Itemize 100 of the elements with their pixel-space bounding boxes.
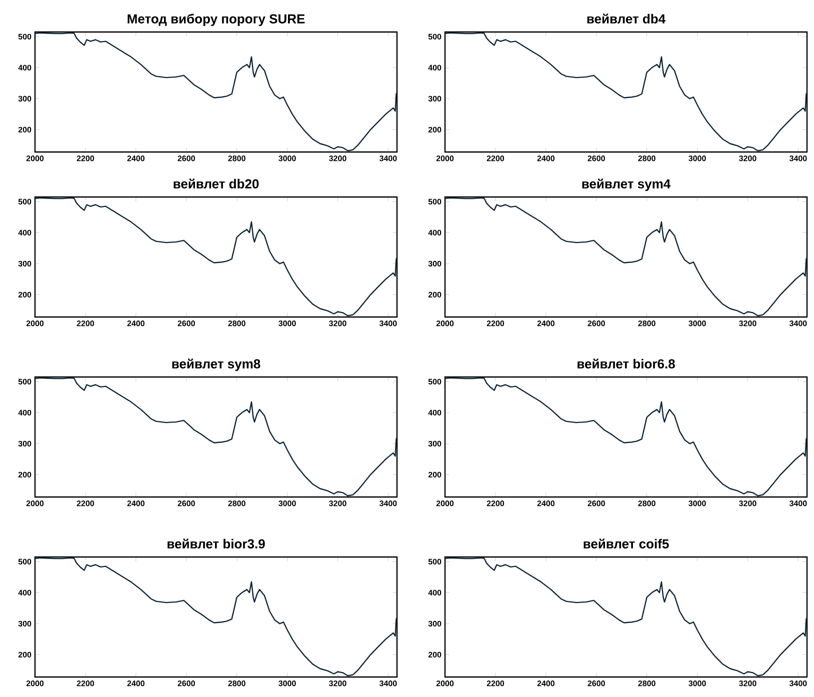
y-tick-label: 400 (428, 590, 442, 596)
y-tick-label: 200 (18, 292, 32, 298)
y-tick-label: 400 (18, 410, 32, 416)
x-tick-label: 3200 (739, 156, 756, 162)
x-tick-label: 2200 (76, 320, 94, 326)
x-tick-label: 2000 (26, 320, 44, 326)
x-tick-label: 3000 (278, 500, 296, 506)
x-tick-label: 2200 (486, 156, 504, 162)
y-tick-label: 500 (18, 558, 32, 564)
y-tick-label: 200 (18, 652, 32, 658)
x-tick-label: 2600 (588, 500, 605, 506)
x-tick-label: 2400 (537, 680, 554, 686)
x-tick-label: 3400 (789, 320, 807, 326)
x-tick-label: 3000 (688, 680, 706, 686)
x-tick-label: 2000 (436, 156, 454, 162)
x-tick-label: 3200 (329, 156, 346, 162)
chart-title: вейвлет db20 (174, 178, 259, 188)
x-tick-label: 2200 (486, 320, 504, 326)
y-tick-label: 200 (18, 126, 32, 132)
x-tick-label: 3000 (278, 156, 296, 162)
y-tick-label: 200 (428, 652, 442, 658)
x-tick-label: 2000 (436, 500, 454, 506)
x-tick-label: 2200 (486, 680, 504, 686)
x-tick-label: 2600 (178, 680, 195, 686)
x-tick-label: 3400 (789, 680, 807, 686)
x-tick-label: 2000 (436, 320, 454, 326)
y-tick-label: 400 (18, 230, 32, 236)
chart-title: вейвлет sym4 (582, 178, 671, 192)
y-tick-label: 400 (428, 64, 442, 70)
x-tick-label: 3400 (789, 156, 807, 162)
x-tick-label: 3000 (688, 320, 706, 326)
x-tick-label: 2400 (537, 320, 554, 326)
x-tick-label: 2400 (537, 500, 554, 506)
x-tick-label: 2200 (76, 500, 94, 506)
y-tick-label: 200 (428, 126, 442, 132)
y-tick-label: 500 (428, 558, 442, 564)
y-tick-label: 300 (428, 96, 442, 102)
x-tick-label: 2200 (486, 500, 504, 506)
x-tick-label: 3200 (329, 500, 346, 506)
y-tick-label: 500 (18, 378, 32, 384)
line-series (35, 32, 397, 152)
x-tick-label: 2000 (26, 500, 44, 506)
x-tick-label: 3200 (739, 500, 756, 506)
x-tick-label: 2800 (228, 156, 246, 162)
x-tick-label: 2800 (638, 500, 656, 506)
x-tick-label: 2800 (228, 680, 246, 686)
x-tick-label: 2600 (588, 680, 605, 686)
y-tick-label: 500 (18, 198, 32, 204)
y-tick-label: 200 (428, 472, 442, 478)
y-tick-label: 400 (428, 410, 442, 416)
x-tick-label: 3200 (329, 320, 346, 326)
x-tick-label: 3400 (379, 156, 397, 162)
x-tick-label: 2800 (228, 500, 246, 506)
x-tick-label: 3000 (688, 500, 706, 506)
y-tick-label: 300 (18, 440, 32, 447)
chart-title: вейвлет coif5 (584, 538, 669, 548)
y-tick-label: 300 (428, 260, 442, 267)
x-tick-label: 2600 (588, 320, 605, 326)
x-tick-label: 3400 (789, 500, 807, 506)
x-tick-label: 2200 (76, 680, 94, 686)
y-tick-label: 400 (18, 590, 32, 596)
x-tick-label: 2400 (537, 156, 554, 162)
x-tick-label: 3200 (329, 680, 346, 686)
x-tick-label: 2600 (178, 156, 195, 162)
x-tick-label: 3400 (379, 500, 397, 506)
chart-title: вейвлет db4 (587, 14, 666, 24)
x-tick-label: 3400 (379, 680, 397, 686)
y-tick-label: 400 (18, 64, 32, 70)
x-tick-label: 2400 (127, 156, 144, 162)
x-tick-label: 2800 (638, 156, 656, 162)
x-tick-label: 3000 (688, 156, 706, 162)
x-tick-label: 2200 (76, 156, 94, 162)
y-tick-label: 300 (18, 96, 32, 102)
x-tick-label: 2400 (127, 320, 144, 326)
x-tick-label: 3400 (379, 320, 397, 326)
y-tick-label: 400 (428, 230, 442, 236)
y-tick-label: 300 (428, 440, 442, 447)
x-tick-label: 3000 (278, 320, 296, 326)
y-tick-label: 500 (428, 198, 442, 204)
y-tick-label: 300 (428, 620, 442, 627)
x-tick-label: 3200 (739, 320, 756, 326)
chart-title: Метод вибору порогу SURE (128, 14, 305, 26)
y-tick-label: 500 (428, 378, 442, 384)
chart-title: вейвлет bior3.9 (168, 538, 265, 548)
y-tick-label: 200 (18, 472, 32, 478)
y-tick-label: 500 (18, 34, 32, 40)
x-tick-label: 2000 (26, 680, 44, 686)
x-tick-label: 3000 (278, 680, 296, 686)
x-tick-label: 2600 (178, 320, 195, 326)
chart-title: вейвлет bior6.8 (578, 358, 675, 368)
x-tick-label: 2600 (178, 500, 195, 506)
chart-title: вейвлет sym8 (172, 358, 260, 372)
x-tick-label: 2600 (588, 156, 605, 162)
x-tick-label: 2800 (638, 320, 656, 326)
x-tick-label: 2000 (436, 680, 454, 686)
x-tick-label: 2800 (228, 320, 246, 326)
y-tick-label: 500 (428, 34, 442, 40)
x-tick-label: 2400 (127, 680, 144, 686)
x-tick-label: 3200 (739, 680, 756, 686)
x-tick-label: 2000 (26, 156, 44, 162)
